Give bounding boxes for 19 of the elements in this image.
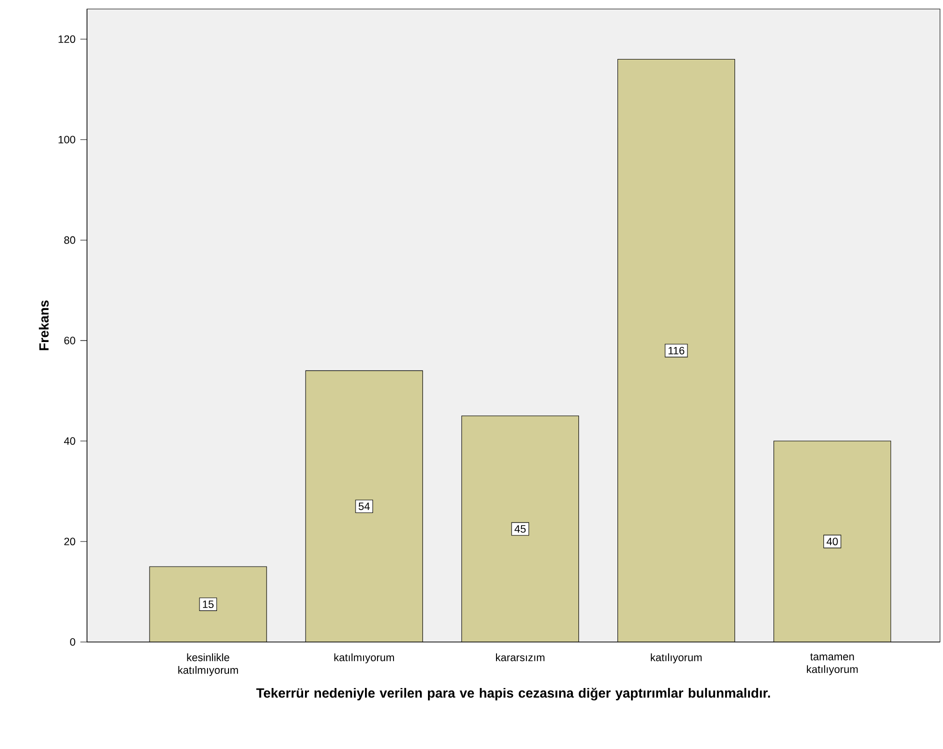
y-tick-label: 60 — [64, 336, 76, 344]
y-tick-label: 120 — [58, 35, 76, 43]
x-tick-label: katılıyorum — [650, 653, 702, 664]
data-label: 54 — [358, 502, 370, 510]
x-tick-label: tamamen katılıyorum — [806, 653, 858, 676]
data-label: 40 — [826, 538, 838, 546]
y-axis-title: Frekans — [38, 300, 49, 350]
y-tick-label: 40 — [64, 437, 76, 445]
y-tick-label: 20 — [64, 538, 76, 546]
y-tick-label: 0 — [70, 638, 76, 646]
x-tick-label: kararsızım — [496, 653, 544, 662]
x-tick-label: kesinlikle katılmıyorum — [178, 653, 238, 676]
data-label: 45 — [514, 525, 526, 533]
data-label: 15 — [202, 600, 214, 608]
y-tick-label: 80 — [64, 236, 76, 244]
y-tick-label: 100 — [58, 136, 76, 144]
data-label: 116 — [668, 346, 684, 354]
x-axis-title: Tekerrür nedeniyle verilen para ve hapis cezasına diğer yaptırımlar bulunmalıdır. — [256, 688, 770, 700]
x-tick-label: katılmıyorum — [334, 653, 394, 664]
